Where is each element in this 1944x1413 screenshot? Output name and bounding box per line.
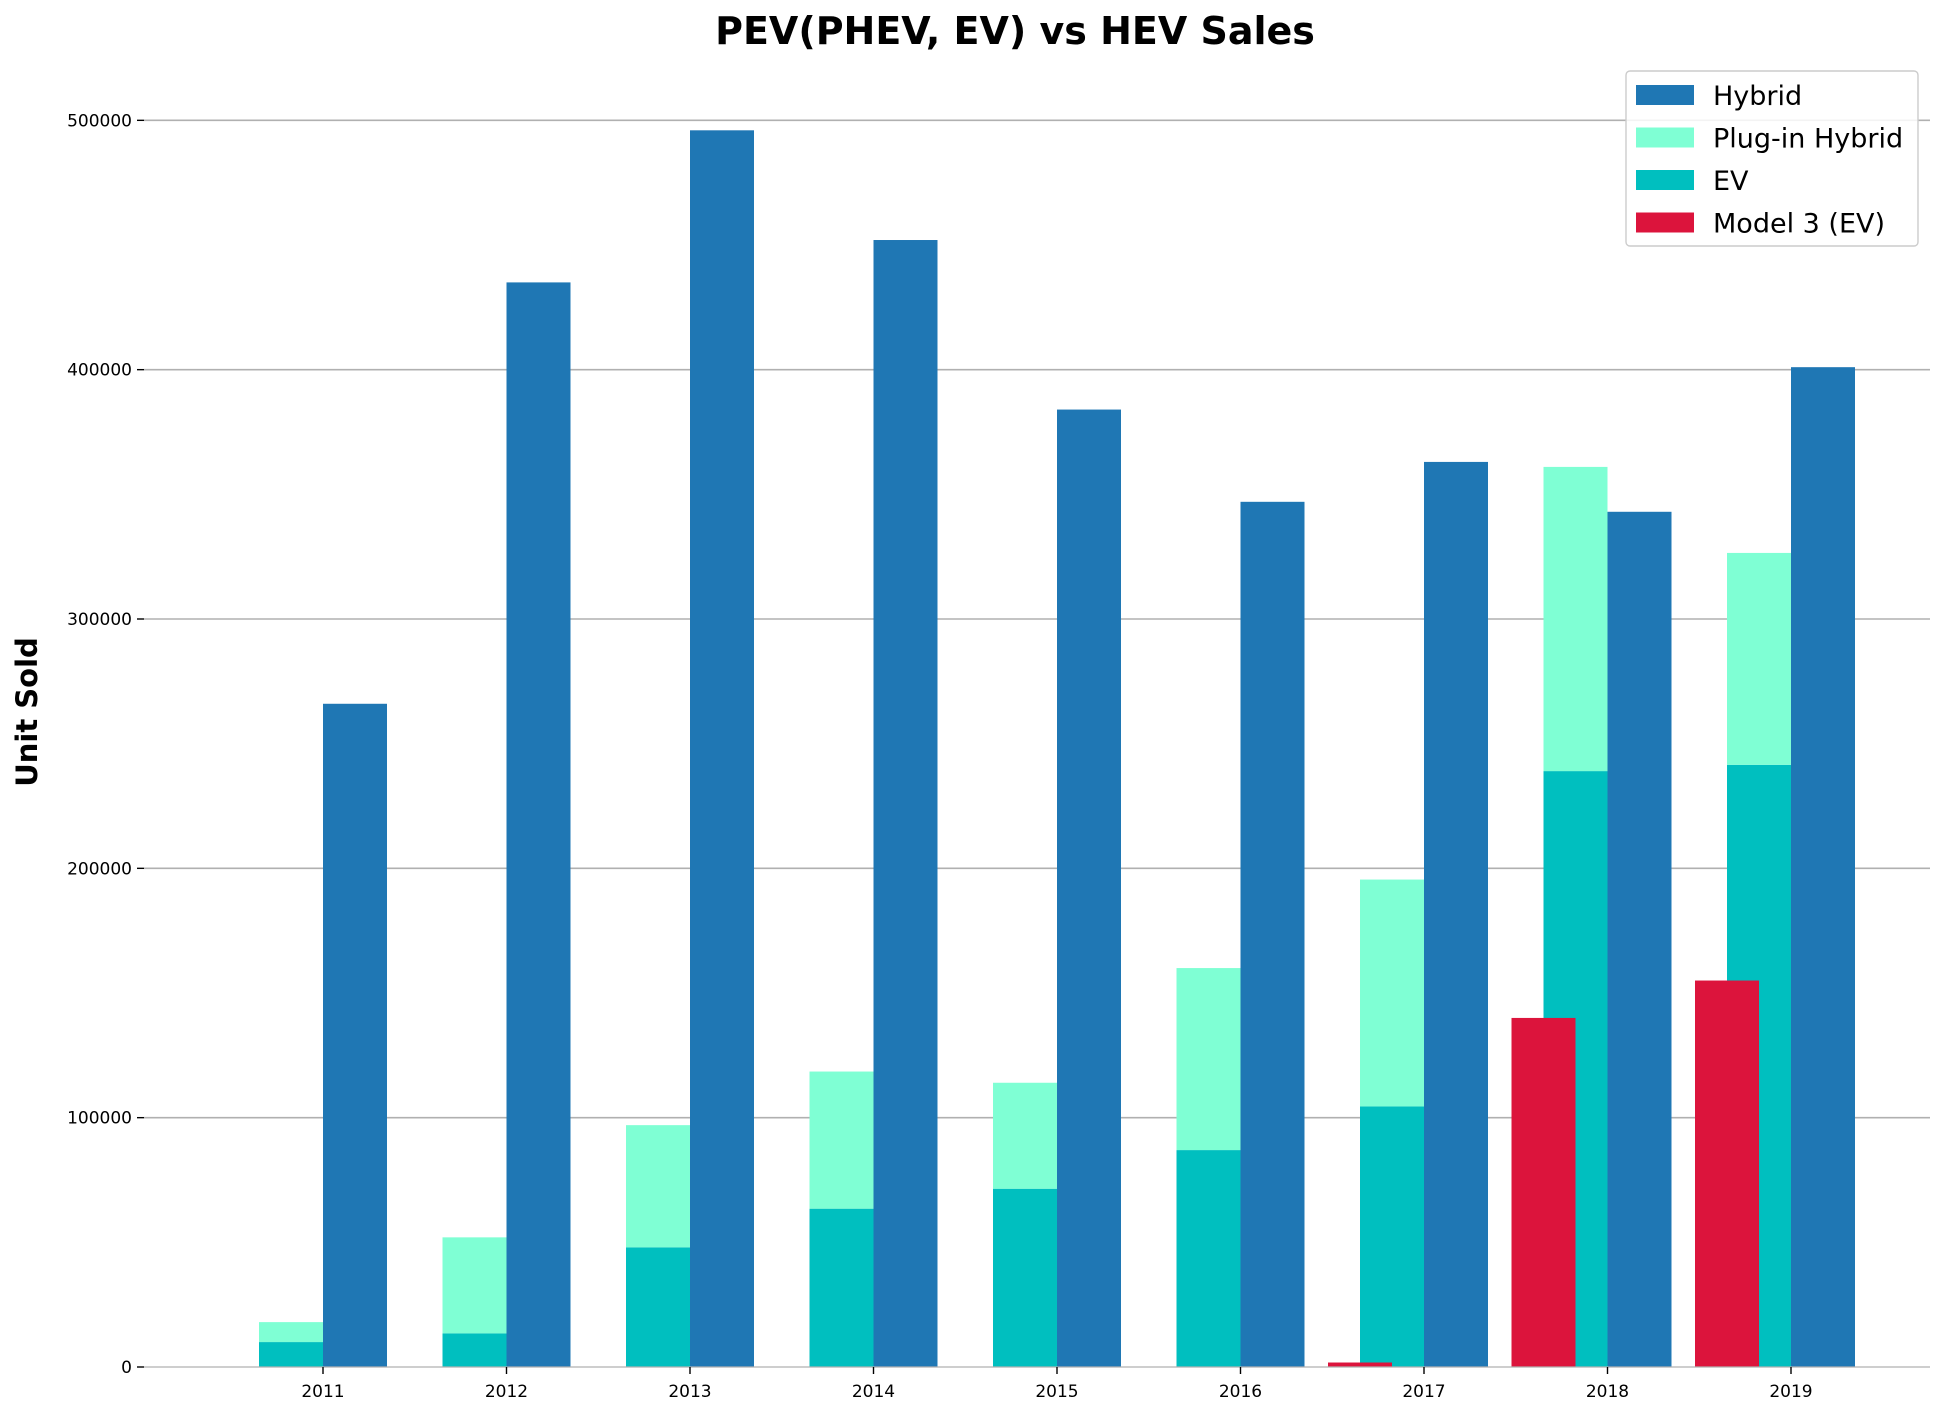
bar-hybrid-2012: [506, 282, 571, 1367]
bar-ev-2011: [259, 1342, 323, 1367]
y-tick-label-500000: 500000: [67, 111, 132, 131]
legend-swatch-3: [1636, 170, 1694, 190]
bar-hybrid-2014: [873, 240, 938, 1368]
bars: [259, 130, 1855, 1368]
legend-label-2: Plug-in Hybrid: [1713, 124, 1903, 155]
legend-label-4: Model 3 (EV): [1713, 209, 1885, 240]
bar-hybrid-2018: [1607, 511, 1672, 1368]
legend-label-1: Hybrid: [1713, 81, 1802, 112]
x-axis-ticks: 2011 2012 2013 2014 2015 2016 2017 2018 2019: [301, 1367, 1813, 1402]
y-tick-label-300000: 300000: [67, 610, 132, 630]
bar-hybrid-2017: [1424, 461, 1488, 1367]
y-tick-label-200000: 200000: [67, 859, 132, 879]
bar-hybrid-2011: [323, 703, 387, 1367]
legend-items: Hybrid Plug-in Hybrid EV Model 3 (EV): [1636, 81, 1903, 240]
bar-plug-in-hybrid-2019: [1727, 552, 1791, 765]
chart-title: PEV(PHEV, EV) vs HEV Sales: [715, 9, 1315, 53]
x-tick-label-2013: 2013: [668, 1382, 711, 1402]
legend: Hybrid Plug-in Hybrid EV Model 3 (EV): [1625, 70, 1919, 247]
bar-hybrid-2016: [1240, 501, 1305, 1367]
y-tick-label-100000: 100000: [67, 1109, 132, 1129]
legend-frame: [1625, 70, 1919, 247]
bar-ev-2015: [993, 1188, 1057, 1367]
bar-ev-2016: [1176, 1150, 1241, 1367]
bar-ev-2014: [809, 1208, 874, 1367]
x-tick-label-2015: 2015: [1035, 1382, 1078, 1402]
x-tick-label-2017: 2017: [1402, 1382, 1445, 1402]
y-axis-label: Unit Sold: [10, 637, 44, 787]
x-tick-label-2018: 2018: [1586, 1382, 1629, 1402]
bar-plug-in-hybrid-2012: [442, 1237, 507, 1334]
y-tick-label-400000: 400000: [67, 361, 132, 381]
bar-plug-in-hybrid-2018: [1543, 466, 1608, 772]
bar-plug-in-hybrid-2017: [1360, 879, 1424, 1107]
y-tick-label-0: 0: [121, 1358, 132, 1378]
bar-model-3-2019: [1695, 980, 1759, 1367]
bar-ev-2017: [1360, 1106, 1424, 1367]
x-tick-label-2012: 2012: [485, 1382, 528, 1402]
bar-hybrid-2013: [690, 130, 754, 1368]
bar-plug-in-hybrid-2011: [259, 1322, 323, 1343]
bar-model-3-2018: [1511, 1017, 1576, 1367]
bar-plug-in-hybrid-2016: [1176, 968, 1241, 1151]
legend-label-3: EV: [1713, 166, 1749, 197]
bar-hybrid-2019: [1791, 367, 1855, 1367]
x-tick-label-2011: 2011: [301, 1382, 344, 1402]
x-tick-label-2016: 2016: [1219, 1382, 1262, 1402]
legend-swatch-2: [1636, 127, 1694, 148]
bar-hybrid-2015: [1057, 409, 1121, 1367]
bar-plug-in-hybrid-2013: [626, 1125, 690, 1248]
bar-ev-2013: [626, 1247, 690, 1367]
bar-plug-in-hybrid-2014: [809, 1071, 874, 1209]
y-axis-ticks: 0 100000 200000 300000 400000 500000: [67, 111, 144, 1378]
legend-swatch-1: [1636, 85, 1694, 105]
bar-ev-2012: [442, 1333, 507, 1367]
x-tick-label-2019: 2019: [1769, 1382, 1812, 1402]
bar-model-3-2017: [1328, 1362, 1392, 1367]
x-tick-label-2014: 2014: [852, 1382, 895, 1402]
bar-plug-in-hybrid-2015: [993, 1082, 1057, 1189]
legend-swatch-4: [1636, 212, 1694, 233]
